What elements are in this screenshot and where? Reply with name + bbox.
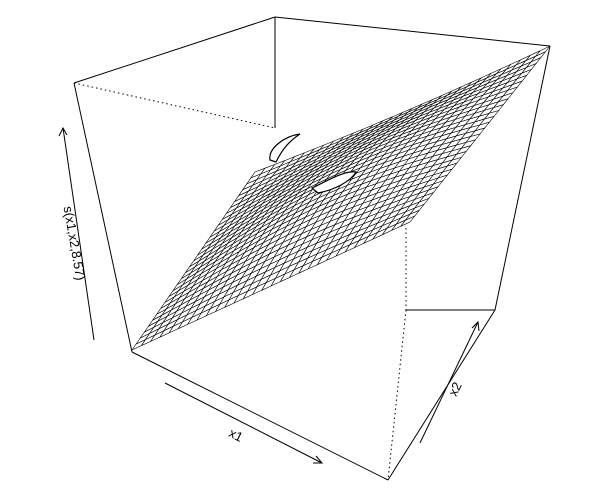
surface-mesh <box>131 45 551 351</box>
x1-axis-arrow <box>164 382 323 464</box>
box-edge-right-bottom <box>387 309 496 481</box>
hidden-edge-bottom <box>387 309 407 481</box>
z-axis-arrowhead <box>58 126 68 137</box>
visible-box-edges <box>73 16 551 481</box>
x1-axis-arrowhead <box>313 455 324 464</box>
surface-lip <box>269 133 301 163</box>
surface-fold <box>310 171 357 194</box>
axis-arrows <box>58 126 480 464</box>
x1-axis-label: x1 <box>227 425 246 445</box>
x2-axis-arrow <box>419 321 479 444</box>
box-edge-top-back <box>73 16 276 84</box>
x2-axis-arrowhead <box>471 320 480 332</box>
hidden-box-edges <box>73 82 407 481</box>
box-edge-front-bottom <box>131 351 389 481</box>
box-edge-top-right <box>274 16 551 47</box>
surface-facet <box>131 338 147 351</box>
box-edge-right <box>494 45 551 311</box>
x2-axis-label: x2 <box>445 380 465 399</box>
box-edge-left <box>73 82 133 353</box>
hidden-edge-top-left <box>73 82 276 129</box>
z-axis-arrow <box>62 127 95 341</box>
